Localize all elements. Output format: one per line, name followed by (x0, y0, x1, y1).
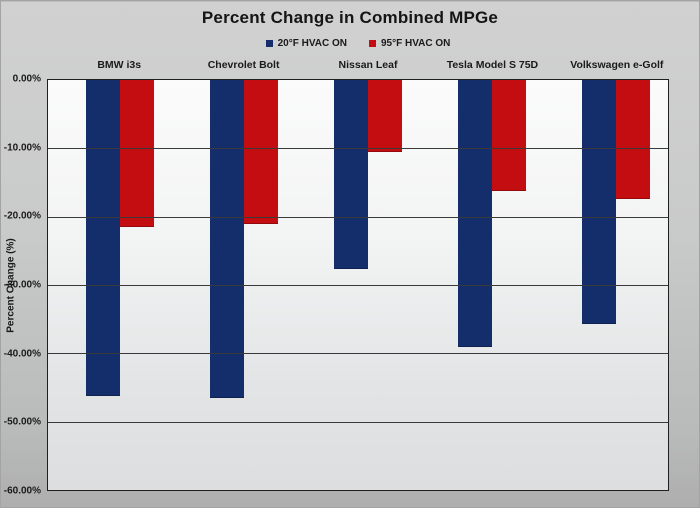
bar-95f-4 (616, 80, 650, 199)
category-label: Chevrolet Bolt (207, 59, 280, 71)
category-label: BMW i3s (97, 59, 142, 71)
legend-label-95f: 95°F HVAC ON (381, 38, 451, 49)
y-tick-label: -10.00% (3, 142, 41, 154)
bar-20f-3 (458, 80, 492, 348)
bar-95f-0 (120, 80, 154, 227)
bar-group-0 (58, 80, 182, 490)
y-tick-label: -30.00% (3, 279, 41, 291)
bar-group-4 (554, 80, 678, 490)
gridline (48, 148, 668, 150)
category-label: Nissan Leaf (338, 59, 398, 71)
bar-20f-4 (582, 80, 616, 324)
bars-row (48, 80, 668, 490)
y-tick-label: 0.00% (12, 73, 41, 85)
y-tick-label: -60.00% (3, 485, 41, 497)
y-tick-label: -40.00% (3, 348, 41, 360)
bar-95f-1 (244, 80, 278, 224)
legend-item-95f: 95°F HVAC ON (369, 38, 450, 49)
bar-95f-3 (492, 80, 526, 191)
y-axis-ticks: 0.00% -10.00% -20.00% -30.00% -40.00% -50.00%… (1, 74, 43, 497)
bar-group-1 (182, 80, 306, 490)
chart-title: Percent Change in Combined MPGe (201, 8, 499, 27)
legend-item-20f: 20°F HVAC ON (265, 38, 347, 49)
gridline (48, 421, 668, 423)
category-axis: BMW i3s Chevrolet Bolt Nissan Leaf Tesla Mo… (47, 59, 669, 71)
bar-95f-2 (368, 80, 402, 152)
legend-swatch-95f-icon (369, 40, 376, 47)
plot-area (47, 79, 669, 491)
gridline (48, 353, 668, 355)
bar-group-3 (430, 80, 554, 490)
legend-swatch-20f-icon (265, 40, 273, 47)
y-tick-label: -20.00% (3, 210, 41, 222)
gridline (48, 285, 668, 286)
legend-label-20f: 20°F HVAC ON (277, 38, 347, 49)
y-tick-label: -50.00% (3, 416, 41, 428)
category-label: Tesla Model S 75D (446, 59, 539, 71)
gridline (48, 216, 668, 218)
legend: 20°F HVAC ON 95°F HVAC ON (47, 38, 669, 49)
bar-20f-1 (210, 80, 244, 399)
bar-group-2 (306, 80, 430, 490)
category-label: Volkswagen e-Golf (570, 59, 664, 71)
bar-20f-2 (334, 80, 368, 269)
bar-20f-0 (86, 80, 120, 396)
